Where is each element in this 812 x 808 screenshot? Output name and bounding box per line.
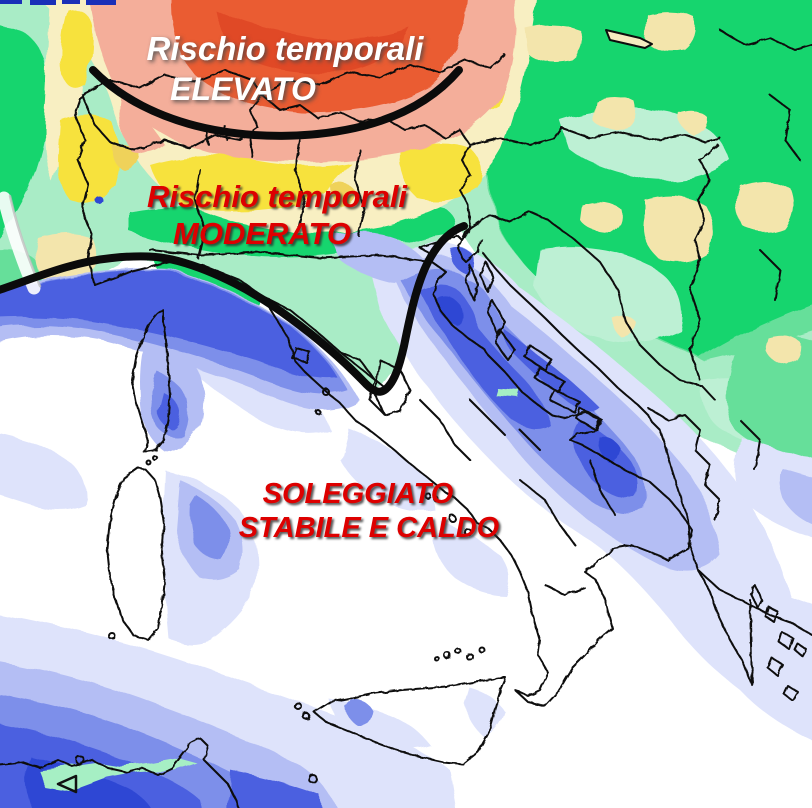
sunny-label-line1: SOLEGGIATO (263, 478, 454, 510)
watermark-fragment (0, 0, 116, 5)
sunny-label-line2: STABILE E CALDO (239, 512, 500, 544)
precipitation-zones (0, 196, 812, 808)
annotation-labels: Rischio temporali ELEVATO Rischio tempor… (147, 30, 500, 544)
elevated-risk-zone (89, 0, 517, 162)
west-arrow-icon (56, 774, 78, 794)
elevated-front-line (89, 66, 463, 140)
front-lines (0, 66, 468, 396)
coastlines-and-borders (0, 29, 812, 808)
moderate-label-line1: Rischio temporali (147, 179, 408, 214)
moderate-front-line (0, 222, 468, 396)
moderate-label-line2: MODERATO (173, 216, 351, 251)
elevated-label-line1: Rischio temporali (147, 30, 425, 67)
lake-balaton (605, 29, 653, 49)
elevated-label-line2: ELEVATO (170, 71, 316, 107)
